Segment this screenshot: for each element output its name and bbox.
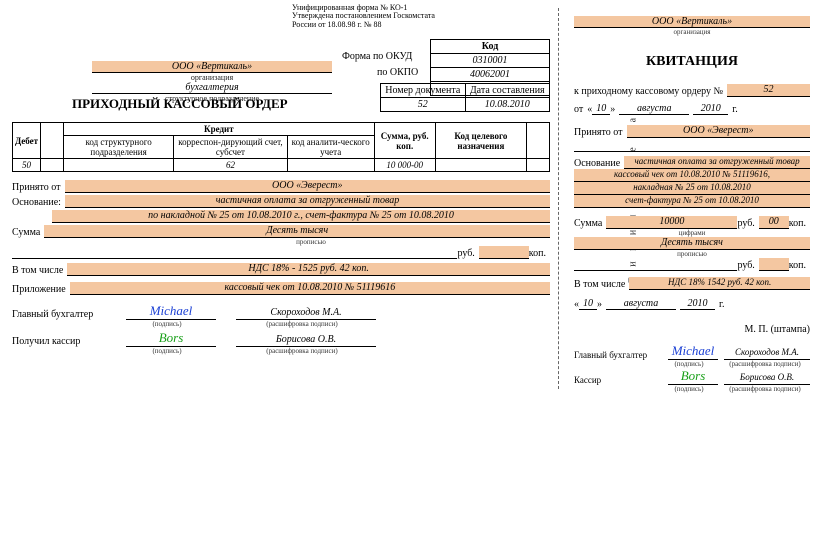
r-day: 10 [592, 103, 610, 115]
okud-lbl: Форма по ОКУД [342, 51, 412, 62]
r-glbuh-sign: Michael [668, 343, 718, 360]
r-num: 52 [727, 84, 810, 97]
r-pr: ООО «Эверест» [627, 125, 810, 138]
th-kod-tsel: Код целевого назначения [435, 123, 526, 159]
sig-sub-1b: (подпись) [122, 347, 212, 355]
vtom-lbl: В том числе [12, 265, 67, 276]
r-month: августа [619, 103, 689, 115]
th-korr: корреспон-дирующий счет, субсчет [174, 136, 288, 159]
code-hdr: Код [431, 40, 550, 54]
r-org: ООО «Вертикаль» [574, 16, 810, 28]
rub1: руб. [457, 248, 478, 259]
osn: частичная оплата за отгруженный товар [65, 195, 550, 208]
r-sum-kop: 00 [759, 216, 789, 229]
org-name: ООО «Вертикаль» [92, 61, 332, 72]
v-korr: 62 [174, 159, 288, 172]
r-kop: коп. [789, 218, 810, 229]
summa-lbl: Сумма [12, 227, 44, 238]
pril-lbl: Приложение [12, 284, 70, 295]
vtom: НДС 18% - 1525 руб. 42 коп. [67, 263, 550, 276]
glbuh-lbl: Главный бухгалтер [12, 309, 126, 320]
v-summa: 10 000-00 [374, 159, 435, 172]
pr-from: ООО «Эверест» [65, 180, 550, 193]
r-osn4: счет-фактура № 25 от 10.08.2010 [574, 195, 810, 208]
okpo: 40062001 [431, 68, 550, 82]
r-sum: 10000 [606, 216, 737, 229]
r-glbuh-name: Скороходов М.А. [724, 347, 810, 360]
r-day2: 10 [579, 298, 597, 310]
r-mp: М. П. (штампа) [574, 324, 810, 335]
r-osn2: кассовый чек от 10.08.2010 № 51119616, [574, 169, 810, 182]
r-year: 2010 [693, 103, 728, 115]
glbuh-name: Скороходов М.А. [236, 307, 376, 320]
r-sub4: (расшифровка подписи) [720, 385, 810, 393]
sig-sub-2b: (расшифровка подписи) [232, 347, 372, 355]
r-g2: г. [715, 299, 728, 310]
r-title: КВИТАНЦИЯ [574, 54, 810, 70]
th-anal: код аналити-ческого учета [287, 136, 374, 159]
r-osn-lbl: Основание [574, 158, 624, 169]
kop1: коп. [529, 248, 550, 259]
r-kassir-lbl: Кассир [574, 375, 668, 385]
docnum: 52 [381, 98, 466, 112]
r-org-sub: организация [574, 28, 810, 36]
r-rub: руб. [737, 218, 758, 229]
th-summa: Сумма, руб. коп. [374, 123, 435, 159]
glbuh-sign: Michael [126, 303, 216, 320]
docdate: 10.08.2010 [465, 98, 550, 112]
okud: 0310001 [431, 54, 550, 68]
form-header-3: России от 18.08.98 г. № 88 [292, 21, 550, 29]
r-kop2: коп. [789, 260, 810, 271]
v-debet: 50 [13, 159, 41, 172]
sig-sub-2a: (расшифровка подписи) [232, 320, 372, 328]
docnum-hdr: Номер документа [381, 84, 466, 98]
r-propis: прописью [574, 250, 810, 258]
kassir-sign: Bors [126, 330, 216, 347]
r-sum-lbl: Сумма [574, 218, 606, 229]
dept: бухгалтерия [92, 82, 332, 93]
osn-lbl: Основание: [12, 197, 65, 208]
r-kassir-sign: Bors [668, 368, 718, 385]
summa-words: Десять тысяч [44, 225, 550, 238]
r-sub1: (подпись) [664, 360, 714, 368]
r-order-lbl: к приходному кассовому ордеру № [574, 86, 727, 97]
sig-sub-1a: (подпись) [122, 320, 212, 328]
okpo-lbl: по ОКПО [377, 67, 418, 78]
r-rub2: руб. [737, 260, 758, 271]
pr-from-lbl: Принято от [12, 182, 65, 193]
org-sub: организация [92, 73, 332, 82]
r-glbuh-lbl: Главный бухгалтер [574, 350, 668, 360]
r-sub2: (расшифровка подписи) [720, 360, 810, 368]
r-tsif: цифрами [574, 229, 810, 237]
r-month2: августа [606, 298, 676, 310]
r-kassir-name: Борисова О.В. [724, 372, 810, 385]
r-words: Десять тысяч [574, 237, 810, 250]
kassir-name: Борисова О.В. [236, 334, 376, 347]
r-year2: 2010 [680, 298, 715, 310]
r-osn1: частичная оплата за отгруженный товар [624, 156, 810, 169]
th-kredit: Кредит [64, 123, 374, 136]
th-debet: Дебет [13, 123, 41, 159]
th-struct: код структурного подразделения [64, 136, 174, 159]
r-ot: от [574, 104, 587, 115]
propis: прописью [72, 238, 550, 246]
main-title: ПРИХОДНЫЙ КАССОВЫЙ ОРДЕР [12, 96, 380, 112]
date-hdr: Дата составления [465, 84, 550, 98]
osn2: по накладной № 25 от 10.08.2010 г., счет… [52, 210, 550, 223]
pril: кассовый чек от 10.08.2010 № 51119616 [70, 282, 550, 295]
r-vtom-lbl: В том числе [574, 279, 629, 290]
r-sub3: (подпись) [664, 385, 714, 393]
r-osn3: накладная № 25 от 10.08.2010 [574, 182, 810, 195]
r-g: г. [728, 104, 741, 115]
kassir-lbl: Получил кассир [12, 336, 126, 347]
r-vtom: НДС 18% 1542 руб. 42 коп. [629, 277, 810, 290]
r-pr-lbl: Принято от [574, 127, 627, 138]
